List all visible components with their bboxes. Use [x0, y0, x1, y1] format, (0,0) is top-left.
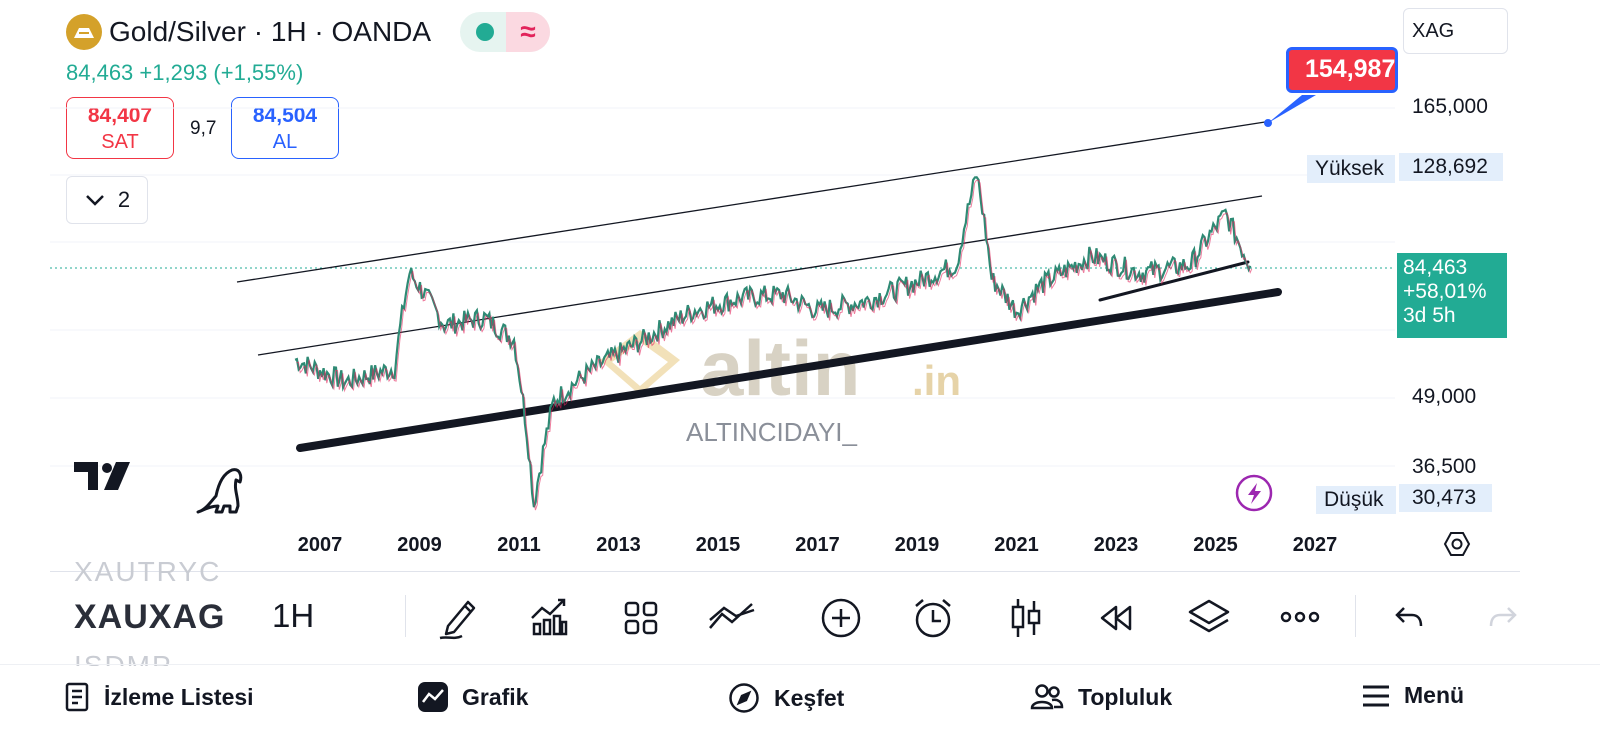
bottom-nav-divider — [0, 664, 1600, 665]
lower-support-line — [296, 288, 1282, 452]
indicators-toggle-button[interactable]: 2 — [66, 176, 148, 224]
layout-icon[interactable] — [623, 600, 659, 636]
symbol-logo-icon — [66, 14, 102, 50]
indicator-count: 2 — [117, 187, 131, 212]
toolbar-divider — [50, 571, 1520, 572]
watermark-logo-icon — [600, 330, 680, 395]
market-open-icon — [476, 23, 494, 41]
flash-icon[interactable] — [1235, 474, 1273, 512]
middle-channel-line — [257, 195, 1263, 356]
alarm-icon[interactable] — [911, 596, 955, 640]
nav-item-watchlist[interactable]: İzleme Listesi — [64, 682, 254, 712]
dino-icon — [196, 468, 243, 514]
candles-icon[interactable] — [1010, 597, 1042, 639]
target-price-callout[interactable]: 154,987 — [1286, 47, 1398, 93]
sell-label: SAT — [101, 131, 139, 153]
upper-channel-line — [236, 121, 1266, 283]
time-axis-label-2007: 2007 — [298, 534, 343, 556]
target-callout-pointer — [1268, 95, 1316, 123]
nav-label-menu: Menü — [1404, 682, 1465, 708]
redo-icon[interactable] — [1488, 604, 1518, 630]
time-axis-label-2015: 2015 — [696, 534, 741, 556]
time-axis-label-2009: 2009 — [397, 534, 442, 556]
current-price: 84,463 — [1403, 256, 1468, 279]
search-input[interactable]: XAG — [1403, 8, 1508, 54]
price-change: 84,463 +1,293 (+1,55%) — [66, 60, 304, 85]
wave-icon: ≈ — [506, 12, 550, 52]
time-axis-label-2027: 2027 — [1293, 534, 1338, 556]
symbol-title[interactable]: Gold/Silver · 1H · OANDA — [109, 16, 432, 47]
tradingview-logo-icon — [74, 462, 130, 490]
chevron-down-icon — [85, 195, 104, 206]
nav-item-explore[interactable]: Keşfet — [728, 682, 844, 714]
watermark-author: ALTINCIDAYI_ — [686, 417, 858, 447]
high-value: 128,692 — [1399, 153, 1503, 181]
nav-item-menu[interactable]: Menü — [1362, 682, 1464, 709]
replay-icon[interactable] — [1098, 604, 1134, 632]
symbol-prev[interactable]: XAUTRYC — [74, 560, 222, 584]
time-axis-label-2017: 2017 — [795, 534, 840, 556]
more-icon[interactable] — [1280, 610, 1320, 624]
price-scale-label-49000: 49,000 — [1412, 385, 1477, 408]
toolbar-separator-right — [1355, 595, 1356, 637]
buy-button[interactable]: 84,504 AL — [231, 97, 339, 159]
interval-selector[interactable]: 1H — [272, 597, 315, 634]
nav-item-chart[interactable]: Grafik — [418, 682, 528, 712]
time-axis-label-2023: 2023 — [1094, 534, 1139, 556]
nav-label-chart: Grafik — [462, 683, 529, 710]
chart-grid — [50, 107, 1395, 467]
sell-button[interactable]: 84,407 SAT — [66, 97, 174, 159]
bar-countdown: 3d 5h — [1403, 304, 1456, 327]
price-scale-label-165000: 165,000 — [1412, 95, 1488, 118]
current-change: +58,01% — [1403, 280, 1487, 303]
watchlist-icon — [65, 682, 89, 712]
high-label: Yüksek — [1307, 155, 1395, 183]
nav-label-community: Topluluk — [1078, 683, 1173, 710]
time-axis-label-2011: 2011 — [497, 534, 540, 556]
short-support-line — [1098, 260, 1250, 302]
chart-settings-icon[interactable] — [1443, 532, 1471, 556]
low-label: Düşük — [1316, 486, 1396, 514]
pencil-icon[interactable] — [438, 596, 478, 640]
time-axis-label-2019: 2019 — [895, 534, 940, 556]
spread-value: 9,7 — [190, 118, 217, 139]
current-price-badge[interactable]: 84,463 +58,01% 3d 5h — [1397, 253, 1507, 338]
sell-price: 84,407 — [87, 104, 153, 127]
price-chart[interactable]: altin .in ALTINCIDAYI_ 20072009201120132… — [0, 0, 1600, 580]
community-icon — [1030, 684, 1064, 710]
buy-price: 84,504 — [252, 104, 318, 127]
time-axis-label-2025: 2025 — [1193, 534, 1238, 556]
undo-icon[interactable] — [1394, 604, 1424, 630]
toolbar-separator — [405, 595, 406, 637]
add-icon[interactable] — [820, 597, 862, 639]
buy-label: AL — [272, 131, 298, 153]
market-status-pill[interactable]: ≈ — [460, 12, 550, 52]
compass-icon — [729, 683, 759, 713]
symbol-next[interactable]: ISDMP — [74, 650, 173, 666]
menu-icon — [1363, 685, 1389, 706]
nav-label-watchlist: İzleme Listesi — [104, 683, 254, 710]
time-axis: 2007 2009 2011 2013 2015 2017 2019 2021 2023 2025… — [298, 534, 1338, 556]
compare-icon[interactable] — [708, 600, 758, 634]
layers-icon[interactable] — [1186, 598, 1232, 638]
watermark-brand-suffix: .in — [912, 357, 961, 404]
low-value: 30,473 — [1399, 484, 1492, 512]
nav-item-community[interactable]: Topluluk — [1030, 682, 1172, 712]
indicators-icon[interactable] — [530, 598, 570, 636]
chart-icon — [418, 682, 448, 712]
time-axis-label-2013: 2013 — [596, 534, 641, 556]
symbol-selector[interactable]: XAUXAG — [74, 598, 226, 636]
nav-label-explore: Keşfet — [774, 684, 845, 711]
price-series-shadow — [296, 179, 1253, 511]
time-axis-label-2021: 2021 — [994, 534, 1039, 556]
price-scale-label-36500: 36,500 — [1412, 455, 1477, 478]
